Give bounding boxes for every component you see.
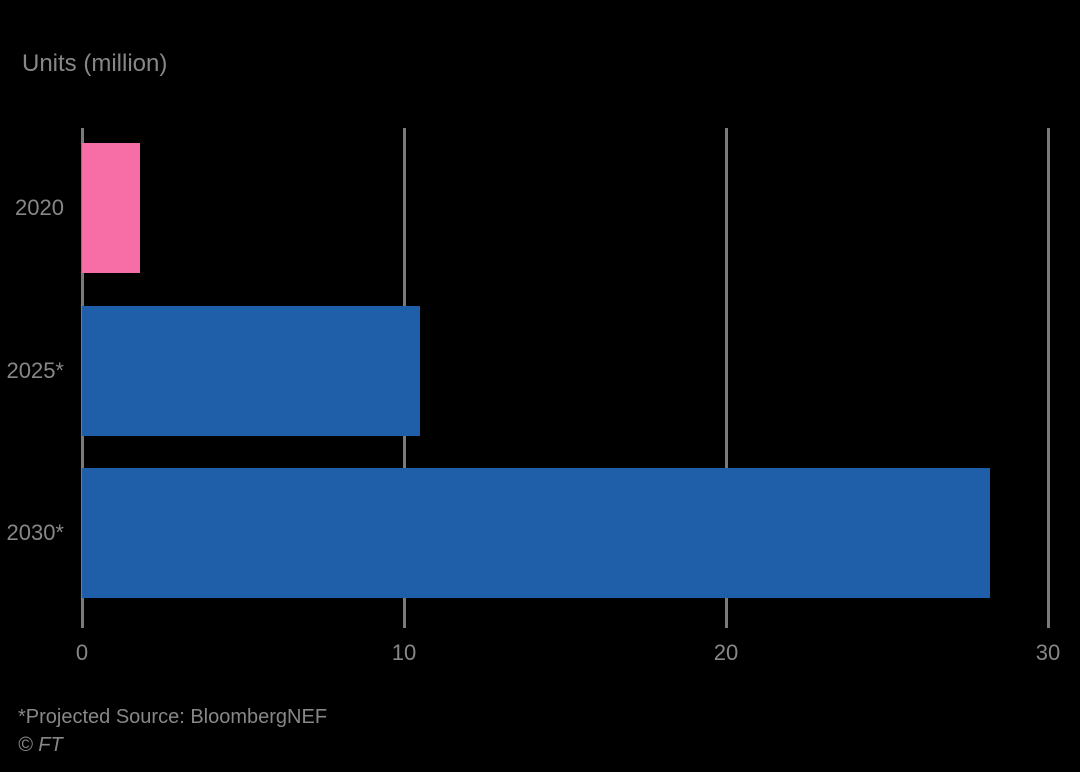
x-tick-label: 20 xyxy=(714,640,738,666)
chart-subtitle: Units (million) xyxy=(22,50,167,78)
bar xyxy=(82,306,420,436)
bar-row: 2025* xyxy=(82,306,1048,436)
chart-copyright: © FT xyxy=(18,734,63,757)
chart-footnote: *Projected Source: BloombergNEF xyxy=(18,706,327,729)
x-tick-label: 10 xyxy=(392,640,416,666)
y-axis-label: 2030* xyxy=(6,520,64,546)
x-tick-label: 0 xyxy=(76,640,88,666)
bar-row: 2030* xyxy=(82,468,1048,598)
y-axis-label: 2025* xyxy=(6,358,64,384)
bar xyxy=(82,143,140,273)
bar-row: 2020 xyxy=(82,143,1048,273)
x-tick-label: 30 xyxy=(1036,640,1060,666)
chart-container: Units (million) 0 10 20 30 2020 2025* 2030* *P… xyxy=(0,0,1080,772)
y-axis-label: 2020 xyxy=(15,195,64,221)
bar xyxy=(82,468,990,598)
plot-area: 010203020202025*2030* xyxy=(82,128,1048,628)
